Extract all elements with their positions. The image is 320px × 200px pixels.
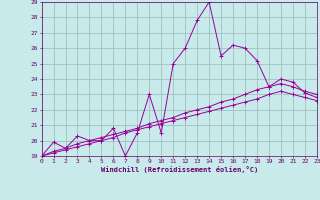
X-axis label: Windchill (Refroidissement éolien,°C): Windchill (Refroidissement éolien,°C) [100, 166, 258, 173]
